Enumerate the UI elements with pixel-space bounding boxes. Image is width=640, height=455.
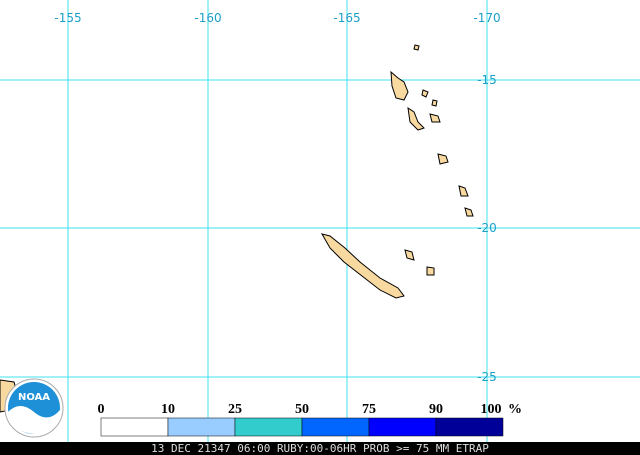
noaa-logo: NOAA <box>4 378 64 438</box>
legend: 0 10 25 50 75 90 100% <box>98 402 522 437</box>
legend-label: 10 <box>161 402 175 417</box>
logo-text: NOAA <box>18 392 50 403</box>
legend-swatch <box>435 417 504 437</box>
longitude-label: -170 <box>473 11 500 25</box>
island <box>429 113 441 123</box>
legend-swatch <box>100 417 169 437</box>
latitude-label: -15 <box>477 73 497 87</box>
island <box>426 266 435 276</box>
legend-label: 0 <box>98 402 105 417</box>
island <box>413 44 420 51</box>
legend-swatch <box>301 417 370 437</box>
legend-swatch <box>368 417 437 437</box>
island <box>390 70 409 101</box>
latitude-label: -25 <box>477 370 497 384</box>
island <box>407 106 425 131</box>
legend-label: 75 <box>362 402 376 417</box>
island <box>458 185 469 197</box>
legend-label: 25 <box>228 402 242 417</box>
legend-unit: % <box>508 402 522 417</box>
footer-text: 13 DEC 21347 06:00 RUBY:00-06HR PROB >= … <box>151 442 489 455</box>
island <box>464 207 474 217</box>
coordinate-labels: -155 -160 -165 -170 -15 -20 -25 <box>54 11 500 384</box>
logo-wave <box>8 406 60 435</box>
legend-label: 50 <box>295 402 309 417</box>
longitude-label: -155 <box>54 11 81 25</box>
longitude-label: -160 <box>194 11 221 25</box>
legend-label: 90 <box>429 402 443 417</box>
island <box>437 153 449 165</box>
legend-swatch <box>167 417 236 437</box>
legend-label: 100 <box>481 402 502 417</box>
footer-bar <box>0 442 640 455</box>
new-caledonia <box>320 233 405 299</box>
island <box>421 89 429 98</box>
longitude-label: -165 <box>333 11 360 25</box>
island <box>404 249 415 261</box>
island <box>431 99 438 107</box>
latitude-label: -20 <box>477 221 497 235</box>
graticule <box>0 0 640 442</box>
legend-swatch <box>234 417 303 437</box>
